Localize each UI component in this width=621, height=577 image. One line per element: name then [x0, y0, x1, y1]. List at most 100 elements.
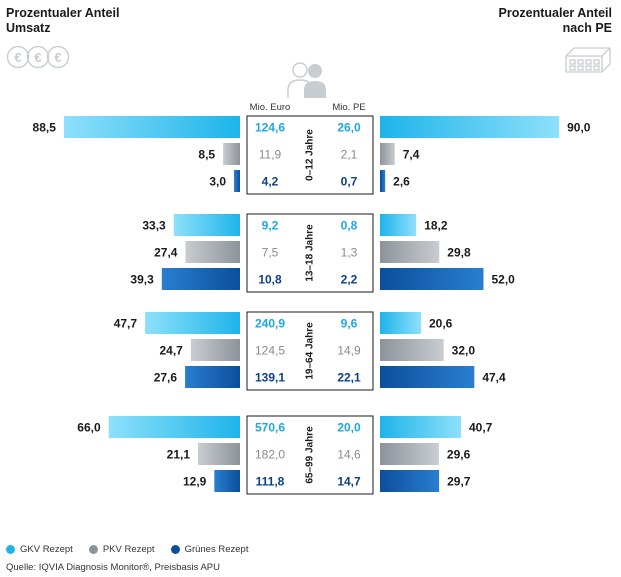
pe-label-gkv: 18,2 — [424, 219, 448, 233]
medicine-packs-icon — [565, 47, 611, 73]
legend-dot-gkv — [6, 545, 15, 554]
umsatz-bar-gkv — [108, 416, 240, 438]
age-group-box — [246, 311, 374, 391]
age-group-box — [246, 115, 374, 195]
mio-pe-value-pkv: 14,9 — [337, 344, 361, 358]
mio-euro-value-pkv: 124,5 — [255, 344, 285, 358]
pe-label-gkv: 40,7 — [469, 421, 493, 435]
umsatz-bar-gruenes — [234, 170, 240, 192]
pe-bar-gruenes — [380, 268, 484, 290]
umsatz-bar-gruenes — [214, 470, 240, 492]
mio-pe-value-gruenes: 22,1 — [337, 371, 361, 385]
mio-euro-value-gruenes: 4,2 — [262, 175, 279, 189]
column-header-mio-euro: Mio. Euro — [250, 102, 291, 113]
mio-pe-value-gkv: 20,0 — [337, 421, 361, 435]
umsatz-bar-gkv — [145, 312, 240, 334]
mio-pe-value-gkv: 0,8 — [341, 219, 358, 233]
pe-label-gkv: 20,6 — [429, 317, 453, 331]
age-group-box — [246, 213, 374, 293]
pe-bar-pkv — [380, 339, 444, 361]
legend-label-gruenes: Grünes Rezept — [184, 544, 249, 555]
umsatz-bar-gkv — [173, 214, 240, 236]
legend-dot-gruenes — [170, 545, 180, 554]
legend-label-gkv: GKV Rezept — [20, 544, 73, 555]
mio-pe-value-pkv: 14,6 — [337, 448, 361, 462]
age-group-label: 0–12 Jahre — [305, 129, 316, 181]
umsatz-label-gkv: 33,3 — [142, 219, 166, 233]
pe-label-gruenes: 2,6 — [393, 175, 410, 189]
svg-text:€: € — [34, 50, 41, 65]
pe-label-gkv: 90,0 — [567, 121, 591, 135]
mio-euro-value-pkv: 11,9 — [259, 148, 282, 162]
right-header-line1: Prozentualer Anteil — [498, 6, 612, 20]
mio-euro-value-gruenes: 111,8 — [256, 475, 285, 489]
umsatz-bar-gkv — [63, 116, 241, 138]
mio-euro-value-pkv: 182,0 — [255, 448, 285, 462]
pe-label-pkv: 7,4 — [403, 148, 420, 162]
chart: Mio. Euro Mio. PE 0–12 Jahre 88,5 90,0 124,6 2… — [33, 102, 591, 495]
mio-pe-value-pkv: 2,1 — [341, 148, 358, 162]
left-header: Prozentualer Anteil Umsatz — [6, 6, 119, 36]
umsatz-label-pkv: 27,4 — [154, 246, 178, 260]
pe-bar-gruenes — [380, 170, 386, 192]
umsatz-label-pkv: 21,1 — [167, 448, 191, 462]
pe-label-pkv: 32,0 — [452, 344, 476, 358]
legend-item-pkv: PKV Rezept — [88, 544, 155, 555]
legend-label-pkv: PKV Rezept — [102, 544, 155, 555]
mio-euro-value-gkv: 570,6 — [255, 421, 285, 435]
age-group-label: 13–18 Jahre — [305, 224, 316, 282]
pe-label-pkv: 29,6 — [447, 448, 471, 462]
pe-bar-gruenes — [380, 366, 475, 388]
umsatz-label-pkv: 24,7 — [159, 344, 183, 358]
umsatz-label-gruenes: 27,6 — [154, 371, 178, 385]
umsatz-label-gruenes: 12,9 — [183, 475, 207, 489]
right-header-line2: nach PE — [562, 21, 612, 35]
mio-euro-value-gkv: 124,6 — [255, 121, 285, 135]
mio-pe-value-pkv: 1,3 — [341, 246, 358, 260]
umsatz-label-gruenes: 3,0 — [209, 175, 226, 189]
pe-bar-gkv — [380, 312, 421, 334]
umsatz-bar-gruenes — [185, 366, 240, 388]
mio-pe-value-gkv: 9,6 — [341, 317, 358, 331]
pe-bar-gruenes — [380, 470, 440, 492]
pe-bar-pkv — [380, 241, 440, 263]
euro-coins-icon: € € € — [6, 45, 70, 69]
left-header-line2: Umsatz — [6, 21, 51, 35]
pe-label-gruenes: 29,7 — [447, 475, 471, 489]
column-header-mio-pe: Mio. PE — [332, 102, 365, 113]
mio-euro-value-gruenes: 139,1 — [255, 371, 285, 385]
pe-label-pkv: 29,8 — [447, 246, 471, 260]
age-group-box — [246, 415, 374, 495]
age-group-label: 19–64 Jahre — [305, 322, 316, 380]
mio-pe-value-gruenes: 0,7 — [341, 175, 358, 189]
mio-euro-value-pkv: 7,5 — [262, 246, 279, 260]
umsatz-bar-pkv — [190, 339, 240, 361]
mio-euro-value-gkv: 9,2 — [262, 219, 279, 233]
svg-text:€: € — [54, 50, 61, 65]
right-header: Prozentualer Anteil nach PE — [499, 6, 612, 36]
umsatz-label-gkv: 66,0 — [77, 421, 101, 435]
umsatz-label-gkv: 88,5 — [33, 121, 57, 135]
pe-bar-gkv — [380, 416, 461, 438]
mio-pe-value-gruenes: 14,7 — [337, 475, 361, 489]
left-header-line1: Prozentualer Anteil — [6, 6, 120, 20]
legend-item-gkv: GKV Rezept — [6, 544, 73, 555]
mio-euro-value-gkv: 240,9 — [255, 317, 285, 331]
pe-bar-pkv — [380, 443, 439, 465]
umsatz-bar-pkv — [198, 443, 240, 465]
umsatz-bar-pkv — [185, 241, 240, 263]
pe-bar-gkv — [380, 214, 417, 236]
umsatz-label-gkv: 47,7 — [114, 317, 138, 331]
umsatz-label-pkv: 8,5 — [198, 148, 215, 162]
mio-pe-value-gkv: 26,0 — [337, 121, 361, 135]
umsatz-bar-pkv — [223, 143, 240, 165]
mio-pe-value-gruenes: 2,2 — [341, 273, 358, 287]
umsatz-label-gruenes: 39,3 — [130, 273, 154, 287]
source-note: Quelle: IQVIA Diagnosis Monitor®, Preisb… — [6, 562, 220, 573]
legend-dot-pkv — [88, 545, 98, 554]
legend: GKV Rezept PKV Rezept Grünes Rezept — [6, 544, 248, 555]
legend-item-gruenes: Grünes Rezept — [170, 544, 249, 555]
pe-label-gruenes: 52,0 — [491, 273, 515, 287]
people-icon — [287, 62, 326, 98]
mio-euro-value-gruenes: 10,8 — [258, 273, 282, 287]
